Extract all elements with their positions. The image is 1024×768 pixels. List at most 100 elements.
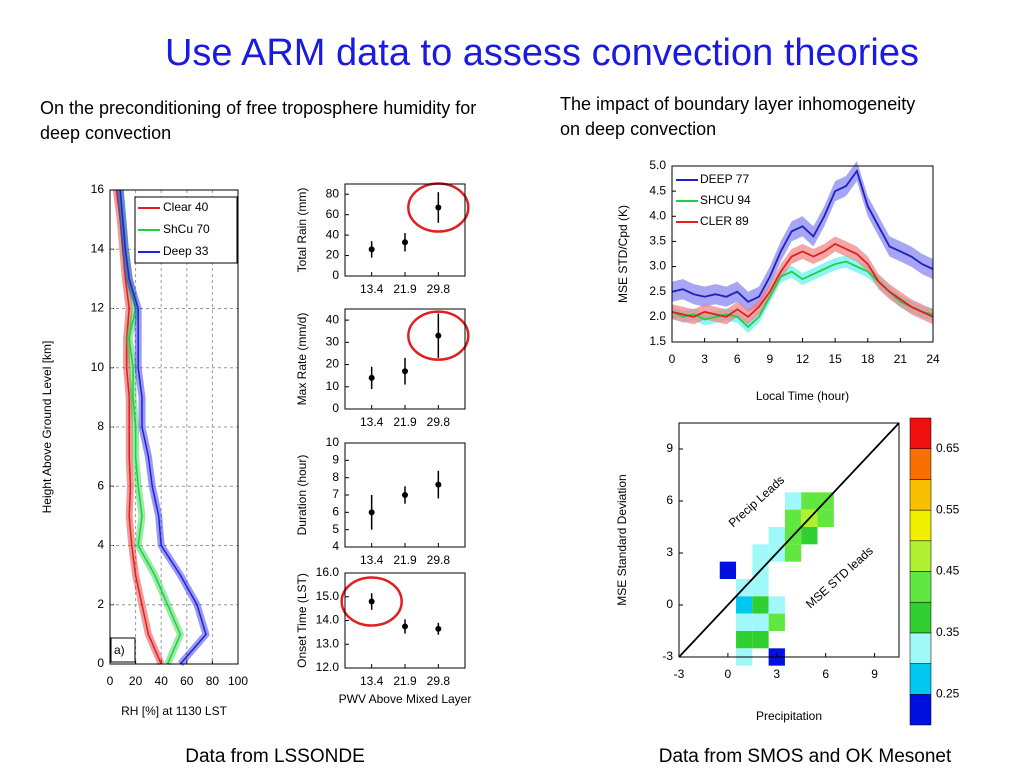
- x-tick-label: 6: [822, 667, 829, 681]
- colorbar-tick-label: 0.45: [936, 564, 960, 578]
- y-tick-label: 5.0: [649, 158, 666, 172]
- x-tick-label: 0: [669, 352, 676, 366]
- point: [402, 492, 408, 498]
- y-tick-label: 5: [332, 522, 339, 536]
- y-axis-label: Max Rate (mm/d): [295, 313, 309, 406]
- slide-title: Use ARM data to assess convection theori…: [164, 32, 920, 74]
- point: [368, 246, 375, 253]
- x-tick-label: 9: [767, 352, 774, 366]
- colorbar-box: [909, 663, 932, 695]
- y-tick-label: 4: [97, 538, 104, 552]
- y-tick-label: 20: [326, 248, 340, 262]
- heatmap-cell: [768, 596, 785, 614]
- y-tick-label: 10: [91, 360, 105, 374]
- series-line: [671, 169, 934, 303]
- y-tick-label: 4.5: [649, 183, 666, 197]
- x-tick-label: 21.9: [393, 674, 417, 688]
- highlight-circle: [340, 576, 403, 627]
- y-axis-label: MSE Standard Deviation: [615, 474, 629, 605]
- panel-label: a): [114, 643, 125, 657]
- y-tick-label: -3: [662, 649, 673, 663]
- y-tick-label: 4: [332, 539, 339, 553]
- x-tick-label: 21.9: [393, 415, 417, 429]
- series-line: [671, 242, 934, 319]
- heatmap-cell: [817, 509, 834, 527]
- colorbar-box: [909, 479, 932, 511]
- y-tick-label: 30: [326, 335, 340, 349]
- x-tick-label: -3: [674, 667, 685, 681]
- x-tick-label: 13.4: [360, 553, 384, 567]
- colorbar-tick-label: 0.55: [936, 502, 960, 516]
- diagonal: [678, 422, 900, 658]
- heatmap-cell: [719, 561, 737, 579]
- y-tick-label: 60: [326, 207, 340, 221]
- heatmap-cell: [768, 527, 785, 545]
- y-tick-label: 6: [666, 493, 673, 507]
- y-tick-label: 20: [326, 357, 340, 371]
- y-tick-label: 0: [97, 656, 104, 670]
- heatmap-cell: [752, 544, 769, 562]
- y-tick-label: 10: [326, 379, 340, 393]
- y-tick-label: 12: [91, 301, 105, 315]
- y-tick-label: 3.5: [649, 234, 666, 248]
- y-tick-label: 8: [97, 419, 104, 433]
- y-tick-label: 0: [332, 401, 339, 415]
- x-tick-label: 0: [725, 667, 732, 681]
- y-tick-label: 2.5: [649, 284, 666, 298]
- annotation: Precip Leads: [726, 473, 787, 530]
- x-tick-label: 24: [926, 352, 940, 366]
- point: [435, 332, 442, 339]
- x-axis-label: Precipitation: [756, 709, 822, 723]
- y-tick-label: 12.0: [316, 660, 340, 674]
- x-tick-label: 18: [861, 352, 875, 366]
- heatmap-cell: [752, 596, 769, 614]
- legend-label: ShCu 70: [163, 222, 210, 236]
- y-tick-label: 1.5: [649, 334, 666, 348]
- colorbar-box: [909, 448, 932, 480]
- band: [672, 236, 933, 325]
- plot-frame: [109, 189, 239, 665]
- x-tick-label: 40: [155, 674, 169, 688]
- x-tick-label: 12: [796, 352, 810, 366]
- x-tick-label: 29.8: [427, 282, 451, 296]
- y-tick-label: 4.0: [649, 208, 666, 222]
- plot-frame: [344, 308, 466, 410]
- x-tick-label: 3: [773, 667, 780, 681]
- x-tick-label: 21.9: [393, 553, 417, 567]
- y-tick-label: 13.0: [316, 636, 340, 650]
- heatmap-cell: [784, 492, 802, 510]
- y-tick-label: 9: [666, 441, 673, 455]
- heatmap-cell: [736, 631, 753, 649]
- x-tick-label: 13.4: [360, 415, 384, 429]
- heatmap-cell: [801, 527, 818, 545]
- y-axis-label: Onset Time (LST): [295, 573, 309, 668]
- y-tick-label: 2: [97, 597, 104, 611]
- series-line: [119, 189, 207, 665]
- y-tick-label: 40: [326, 227, 340, 241]
- series-line: [115, 189, 162, 665]
- highlight-circle: [407, 310, 470, 361]
- y-tick-label: 6: [97, 478, 104, 492]
- right-caption: The impact of boundary layer inhomogenei…: [560, 94, 916, 139]
- panel-label-box: [110, 637, 136, 663]
- y-tick-label: 16.0: [316, 565, 340, 579]
- left-caption: On the preconditioning of free troposphe…: [40, 98, 477, 143]
- x-tick-label: 0: [107, 674, 114, 688]
- colorbar-tick-label: 0.25: [936, 686, 960, 700]
- colorbar-tick-label: 0.35: [936, 625, 960, 639]
- legend-label: DEEP 77: [700, 172, 749, 186]
- legend-label: Deep 33: [163, 244, 209, 258]
- y-axis-label: Duration (hour): [295, 455, 309, 536]
- plot-frame: [344, 572, 466, 669]
- x-tick-label: 3: [701, 352, 708, 366]
- legend-label: Clear 40: [163, 200, 209, 214]
- colorbar-box: [909, 694, 932, 726]
- plot-frame: [678, 422, 900, 658]
- colorbar-box: [909, 632, 932, 664]
- point: [402, 623, 408, 630]
- x-axis-label: RH [%] at 1130 LST: [121, 704, 227, 718]
- heatmap-cell: [784, 509, 802, 527]
- x-tick-label: 60: [180, 674, 194, 688]
